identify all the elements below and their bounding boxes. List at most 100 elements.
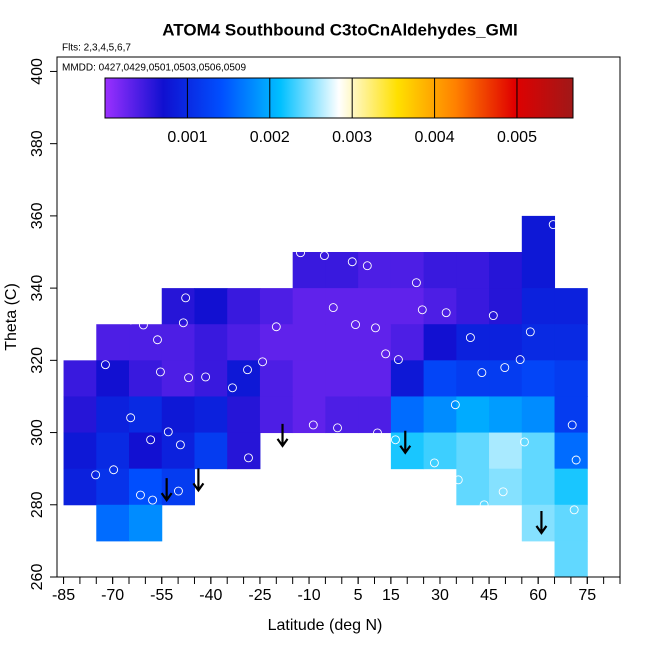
y-tick-label: 340 xyxy=(29,275,46,302)
observation-point xyxy=(362,261,372,271)
x-tick-label: 5 xyxy=(354,587,363,604)
field-cell xyxy=(194,288,228,325)
observation-point xyxy=(333,423,342,433)
colorbar-tick-label: 0.005 xyxy=(497,129,537,146)
observation-point xyxy=(287,443,297,453)
x-tick-label: -55 xyxy=(150,587,173,604)
observation-point xyxy=(258,357,268,367)
observation-point xyxy=(567,420,577,430)
field-cell xyxy=(521,360,556,397)
observation-point xyxy=(498,487,508,497)
observation-point xyxy=(371,323,380,333)
observation-point xyxy=(450,400,460,410)
x-axis-label: Latitude (deg N) xyxy=(268,617,383,634)
observation-point xyxy=(100,360,110,370)
field-cell xyxy=(129,504,163,542)
observation-point xyxy=(391,435,400,445)
observation-point xyxy=(136,490,145,500)
field-cell xyxy=(161,324,195,361)
arrow xyxy=(192,468,205,493)
field-cell xyxy=(259,288,294,325)
field-cell xyxy=(325,252,359,289)
observation-point xyxy=(173,486,183,496)
subtitle: MMDD: 0427,0429,0501,0503,0506,0509 xyxy=(62,63,246,74)
colorbar xyxy=(104,77,574,119)
field-cell xyxy=(161,288,195,325)
observation-point xyxy=(146,435,156,445)
observation-point xyxy=(429,458,439,468)
y-axis-label: Theta (C) xyxy=(3,283,20,351)
field-cell xyxy=(521,252,556,289)
observation-point xyxy=(500,363,510,373)
arrow xyxy=(535,510,548,535)
observation-point xyxy=(153,335,162,345)
field-cell xyxy=(456,396,490,434)
field-cell xyxy=(554,540,588,577)
field-cell xyxy=(194,432,228,470)
field-cell xyxy=(423,432,457,470)
field-cell xyxy=(129,432,163,470)
field-cell xyxy=(292,288,326,325)
field-cell xyxy=(161,396,195,434)
observation-point xyxy=(479,500,489,510)
x-tick-label: -25 xyxy=(248,587,271,604)
plot-frame xyxy=(56,56,621,578)
field-cell xyxy=(96,324,130,361)
field-cell xyxy=(521,468,556,506)
field-cell xyxy=(489,396,523,434)
field-cell xyxy=(63,432,97,470)
field-cell xyxy=(96,396,130,434)
field-cell xyxy=(161,360,195,397)
field-cell xyxy=(554,504,588,542)
field-cell xyxy=(456,468,490,506)
chart-title: ATOM4 Southbound C3toCnAldehydes_GMI xyxy=(162,20,517,39)
field-cell xyxy=(521,288,556,325)
field-cell xyxy=(456,252,490,289)
observation-point xyxy=(548,220,558,230)
observation-point xyxy=(477,368,487,378)
observation-point xyxy=(411,278,421,288)
observation-point xyxy=(184,373,194,383)
subtitle: Flts: 2,3,4,5,6,7 xyxy=(62,43,131,54)
y-tick-label: 400 xyxy=(29,58,46,85)
observation-point xyxy=(515,355,525,365)
y-tick-label: 380 xyxy=(29,130,46,157)
field-cell xyxy=(521,396,556,434)
field-cell xyxy=(554,468,588,506)
field-cell xyxy=(423,252,457,289)
y-tick-label: 280 xyxy=(29,491,46,518)
observation-point xyxy=(126,315,136,325)
field-cell xyxy=(227,288,261,325)
field-cell xyxy=(554,324,588,361)
observation-point xyxy=(206,472,215,482)
observation-point xyxy=(163,427,173,437)
y-tick-label: 360 xyxy=(29,202,46,229)
colorbar-tick-label: 0.002 xyxy=(250,129,290,146)
observation-point xyxy=(243,365,252,375)
field-cell xyxy=(390,360,425,397)
x-tick-label: -85 xyxy=(52,587,75,604)
y-tick-label: 320 xyxy=(29,347,46,374)
observation-point xyxy=(571,455,581,465)
field-cell xyxy=(390,324,425,361)
field-cell xyxy=(194,360,228,397)
field-cell xyxy=(358,324,392,361)
observation-point xyxy=(453,475,463,485)
observation-point xyxy=(373,428,382,438)
observation-point xyxy=(181,293,191,303)
observation-point xyxy=(227,383,237,393)
observation-point xyxy=(175,440,185,450)
field-cell xyxy=(423,396,457,434)
field-cell xyxy=(489,360,523,397)
field-cell xyxy=(161,432,195,470)
field-cell xyxy=(554,360,588,397)
arrow xyxy=(160,478,173,502)
colorbar-tick-label: 0.001 xyxy=(167,129,207,146)
field-cell xyxy=(423,324,457,361)
observation-point xyxy=(178,318,188,328)
field-cell xyxy=(423,360,457,397)
field-cell xyxy=(227,396,261,434)
x-tick-label: 75 xyxy=(578,587,596,604)
field-cell xyxy=(489,324,523,361)
